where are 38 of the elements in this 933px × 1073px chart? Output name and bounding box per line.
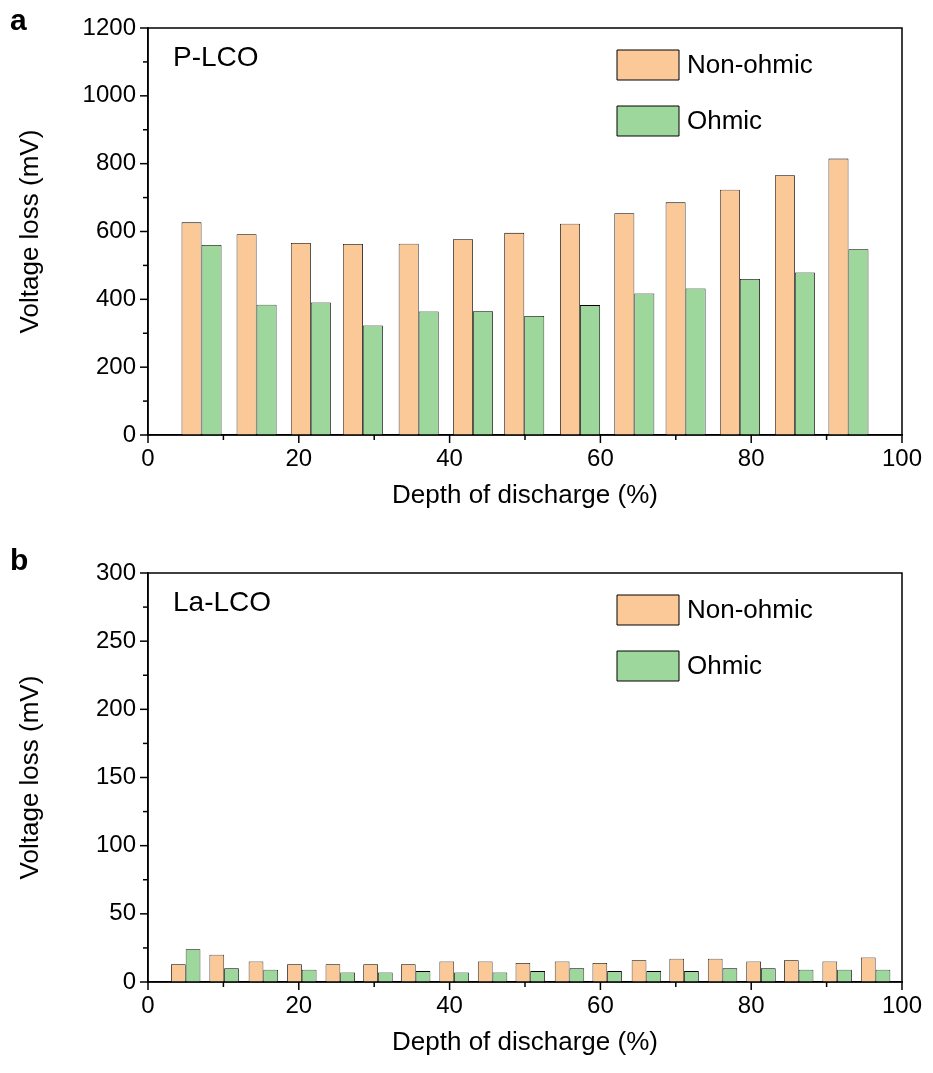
y-tick-label: 100 (95, 830, 136, 858)
x-tick-label: 0 (141, 990, 155, 1018)
y-tick-label: 800 (95, 148, 136, 176)
y-tick-label: 1000 (82, 80, 136, 108)
y-tick-label: 400 (95, 283, 136, 311)
x-tick-label: 0 (141, 443, 155, 471)
y-tick-label: 600 (95, 216, 136, 244)
y-tick-label: 200 (95, 693, 136, 721)
x-tick-label: 100 (881, 443, 923, 471)
text: P-LCO (173, 41, 259, 72)
text: La-LCO (173, 586, 272, 617)
y-tick-label: 250 (95, 625, 136, 653)
x-tick-label: 80 (737, 990, 765, 1018)
legend-label: Ohmic (687, 650, 763, 681)
text: b (10, 543, 29, 576)
legend-label: Non-ohmic (687, 49, 813, 80)
x-tick-label: 100 (881, 990, 923, 1018)
legend-label: Non-ohmic (687, 594, 813, 625)
y-axis-title: Voltage loss (mV) (14, 675, 45, 880)
x-tick-label: 60 (587, 990, 614, 1018)
legend-label: Ohmic (687, 105, 763, 136)
text: a (10, 3, 27, 36)
x-tick-label: 40 (436, 443, 463, 471)
x-tick-label: 40 (436, 990, 463, 1018)
x-tick-label: 80 (737, 443, 765, 471)
y-tick-label: 0 (122, 419, 136, 447)
x-axis-title: Depth of discharge (%) (392, 1026, 658, 1057)
x-axis-title: Depth of discharge (%) (392, 479, 658, 510)
x-tick-label: 60 (587, 443, 614, 471)
y-tick-label: 50 (109, 898, 136, 926)
y-tick-label: 0 (122, 966, 136, 994)
y-tick-label: 150 (95, 762, 136, 790)
x-tick-label: 20 (285, 990, 313, 1018)
y-tick-label: 300 (95, 557, 136, 585)
y-axis-title: Voltage loss (mV) (14, 129, 45, 334)
y-tick-label: 200 (95, 351, 136, 379)
x-tick-label: 20 (285, 443, 313, 471)
y-tick-label: 1200 (82, 12, 136, 40)
